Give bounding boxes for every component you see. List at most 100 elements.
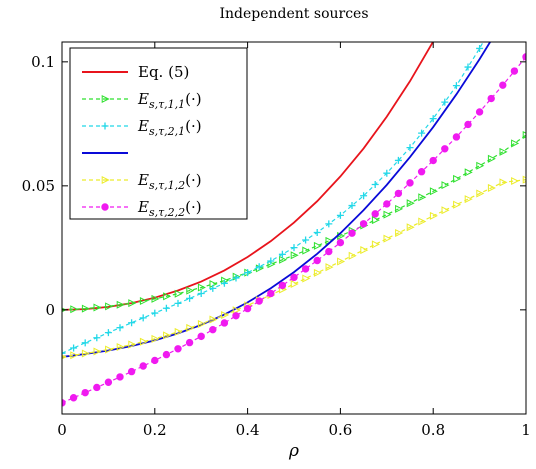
series-s-1-2-point — [511, 176, 520, 186]
series-s-2-1-point — [62, 349, 66, 357]
series-s-1-2-point — [128, 340, 137, 349]
series-s-1-1-point — [139, 297, 148, 306]
legend: Eq. (5) Es,τ,1,1(·) Es,τ,2,1(·) Es,τ,1,2(·)… — [69, 47, 248, 220]
series-s-2-2-point — [81, 388, 89, 397]
series-s-1-2-point — [313, 268, 322, 277]
series-s-1-2-point — [360, 246, 369, 255]
series-s-2-1-point — [452, 82, 460, 90]
legend-box — [69, 47, 248, 220]
series-s-2-1-point — [371, 180, 379, 188]
x-tick-label: 0 — [57, 421, 67, 439]
series-s-2-2-point — [313, 256, 321, 265]
series-s-2-1-point — [93, 334, 101, 342]
series-s-2-1-point — [360, 192, 368, 200]
series-s-1-1-point — [313, 241, 322, 250]
series-s-1-1 — [62, 130, 526, 314]
series-s-2-1-point — [197, 289, 205, 297]
series-s-2-1-point — [81, 339, 89, 347]
series-s-2-2-point — [383, 200, 391, 208]
series-s-2-1-point — [313, 228, 321, 236]
series-s-2-2-point — [69, 394, 78, 402]
series-s-1-1-point — [511, 139, 520, 148]
tick-labels: 0 0.2 0.4 0.6 0.8 1 0 0.05 0.1 — [22, 53, 531, 439]
series-s-1-2-point — [151, 334, 160, 343]
series-s-1-2-point — [209, 315, 218, 324]
series-s-1-1-point — [279, 255, 288, 264]
series-s-2-1-point — [418, 129, 426, 137]
legend-entry-s-2-2: Es,τ,2,2(·) — [82, 198, 202, 219]
series-s-1-1-point — [174, 289, 183, 298]
series-s-2-1-point — [220, 279, 228, 287]
series-s-2-1-point — [174, 299, 182, 307]
series-s-1-2-point — [499, 178, 508, 187]
series-s-2-1-point — [255, 263, 263, 271]
series-s-2-1-point — [476, 44, 484, 52]
series-s-2-2-point — [255, 297, 263, 305]
series-s-1-1-point — [163, 292, 172, 301]
legend-swatch-marker — [101, 94, 110, 104]
series-s-2-1-point — [464, 63, 472, 71]
series-s-1-2-point — [325, 263, 334, 272]
series-s-2-1-point — [232, 274, 240, 282]
series-s-1-1-point — [93, 303, 102, 312]
series-s-2-1-point — [302, 236, 310, 244]
series-s-2-1-point — [406, 144, 414, 152]
series-s-2-2-point — [127, 367, 136, 376]
series-s-2-2-point — [475, 108, 484, 116]
series-s-1-2-point — [197, 319, 206, 328]
series-s-2-1-point — [162, 304, 170, 312]
plot-area — [62, 3, 526, 407]
series-s-1-1-point — [476, 161, 485, 170]
series-unlabeled-3-line — [62, 42, 492, 358]
series-unlabeled-3 — [62, 42, 492, 358]
series-s-2-2-point — [267, 289, 275, 298]
series-s-1-1-point — [441, 181, 450, 190]
x-tick-label: 1 — [521, 421, 531, 439]
series-s-2-2-point — [243, 304, 252, 313]
series-s-2-2-point — [417, 168, 426, 176]
legend-entry-eq-5: Eq. (5) — [82, 63, 189, 81]
series-s-2-2-point — [406, 179, 414, 187]
series-s-2-2-point — [174, 345, 182, 353]
series-s-2-1-point — [104, 329, 112, 337]
legend-swatch-marker — [101, 203, 109, 211]
series-s-1-2-point — [441, 206, 450, 215]
series-s-2-2-point — [232, 312, 240, 320]
series-s-1-1-point — [429, 187, 438, 196]
series-s-2-2-point — [336, 238, 345, 247]
series-s-1-2-point — [337, 257, 346, 266]
series-s-2-2-line — [62, 56, 526, 404]
series-s-2-2-point — [487, 94, 495, 103]
series-s-2-1-point — [348, 202, 356, 210]
series-s-1-2-point — [383, 234, 392, 243]
series-s-2-1-point — [394, 156, 402, 164]
series-s-1-2-point — [453, 200, 462, 209]
series-s-2-1-point — [441, 98, 449, 106]
series-s-2-2-point — [290, 273, 298, 282]
series-s-1-2-point — [163, 331, 172, 340]
series-s-2-2-point — [510, 67, 519, 75]
series-s-2-1-point — [499, 3, 506, 10]
plot-frame — [61, 41, 527, 415]
series-s-2-2-point — [162, 350, 171, 359]
series-s-1-2 — [62, 175, 526, 360]
series-s-1-2-point — [464, 195, 473, 204]
series-s-1-1-point — [302, 246, 311, 255]
series-s-1-1-point — [522, 130, 526, 140]
legend-entry-s-1-1: Es,τ,1,1(·) — [82, 90, 202, 111]
series-s-1-1-point — [395, 204, 404, 213]
y-tick-label: 0.1 — [31, 53, 55, 71]
series-s-2-1-point — [429, 115, 437, 123]
series-s-1-1-point — [383, 210, 392, 219]
series-s-2-2-point — [429, 156, 437, 165]
series-s-2-1-point — [139, 314, 147, 322]
series-s-2-1-point — [151, 309, 159, 317]
series-s-2-1-point — [128, 319, 136, 327]
series-s-2-1-point — [70, 344, 78, 352]
x-axis-label: ρ — [288, 441, 299, 461]
x-tick-label: 0.4 — [236, 421, 260, 439]
legend-label: Es,τ,2,2(·) — [137, 198, 202, 219]
series-s-1-2-point — [476, 189, 485, 198]
series-s-1-1-point — [371, 216, 380, 225]
